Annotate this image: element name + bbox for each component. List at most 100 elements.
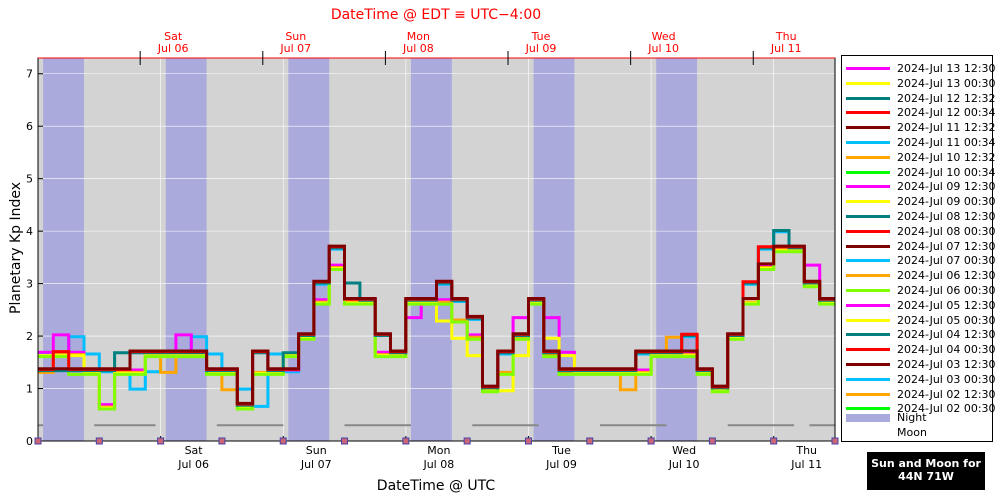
bottom-marker (524, 437, 532, 445)
legend-label: 2024-Jul 13 00:30 (897, 76, 996, 90)
legend-label: 2024-Jul 12 12:32 (897, 91, 996, 105)
bottom-marker (34, 437, 42, 445)
legend-label: Moon (897, 425, 927, 439)
night-band (165, 58, 207, 441)
bottom-marker (647, 437, 655, 445)
legend-label: 2024-Jul 09 12:30 (897, 180, 996, 194)
top-tick-label-date: Jul 11 (770, 42, 802, 55)
chart-title: DateTime @ EDT ≡ UTC−4:00 (331, 7, 541, 23)
legend-swatch (846, 303, 890, 307)
legend-swatch (846, 274, 890, 278)
legend-label: 2024-Jul 08 00:30 (897, 224, 996, 238)
legend-label: Night (897, 411, 927, 424)
location-badge-line1: Sun and Moon for (871, 457, 981, 470)
y-tick-label: 2 (26, 330, 33, 343)
legend-label: 2024-Jul 13 12:30 (897, 62, 996, 75)
bottom-marker (279, 437, 287, 445)
top-tick-label-day: Thu (775, 30, 797, 43)
night-band (410, 58, 452, 441)
bottom-marker (770, 437, 778, 445)
y-axis-label: Planetary Kp Index (8, 182, 24, 314)
y-tick-label: 7 (26, 68, 33, 81)
bottom-marker (341, 437, 349, 445)
legend-swatch (846, 126, 890, 130)
legend-swatch (846, 392, 890, 396)
legend-swatch (846, 229, 890, 233)
night-band (656, 58, 698, 441)
legend-swatch (846, 155, 890, 159)
y-tick-label: 3 (26, 278, 33, 291)
legend-swatch (846, 185, 890, 189)
legend-label: 2024-Jul 04 00:30 (897, 343, 996, 357)
legend-swatch (846, 96, 890, 100)
legend: 2024-Jul 13 12:30 2024-Jul 13 00:30 2024-J… (841, 55, 996, 442)
top-tick-label-date: Jul 10 (647, 42, 679, 55)
x-tick-label-date: Jul 08 (422, 458, 454, 471)
night-band (288, 58, 330, 441)
bottom-marker (157, 437, 165, 445)
legend-swatch (846, 141, 890, 144)
top-tick-label-day: Wed (652, 30, 676, 43)
top-tick-label-day: Sat (164, 30, 183, 43)
legend-label: 2024-Jul 06 00:30 (897, 284, 996, 297)
x-tick-label-day: Thu (795, 444, 817, 457)
y-tick-label: 0 (26, 435, 33, 448)
legend-label: 2024-Jul 03 00:30 (897, 372, 996, 386)
kp-series-line (38, 250, 835, 411)
bottom-marker (95, 437, 103, 445)
bottom-marker (402, 437, 410, 445)
legend-label: 2024-Jul 02 00:30 (897, 402, 996, 416)
legend-swatch (846, 200, 890, 204)
x-tick-label-date: Jul 11 (790, 458, 822, 471)
legend-swatch (846, 428, 890, 437)
x-tick-label-day: Wed (672, 444, 696, 457)
legend-label: 2024-Jul 06 12:30 (897, 269, 996, 283)
legend-label: 2024-Jul 05 12:30 (897, 298, 996, 312)
legend-label: 2024-Jul 11 12:32 (897, 121, 996, 135)
legend-label: 2024-Jul 07 00:30 (897, 254, 996, 268)
bottom-marker (463, 437, 471, 445)
bottom-marker (586, 437, 594, 445)
legend-swatch (846, 259, 890, 263)
legend-swatch (846, 377, 890, 381)
top-tick-label-day: Sun (285, 30, 306, 43)
legend-label: 2024-Jul 10 12:32 (897, 150, 996, 164)
legend-swatch (846, 67, 890, 70)
legend-swatch (846, 363, 890, 366)
legend-label: 2024-Jul 09 00:30 (897, 195, 996, 209)
legend-label: 2024-Jul 11 00:34 (897, 136, 996, 149)
legend-label: 2024-Jul 08 12:30 (897, 210, 996, 223)
legend-label: 2024-Jul 10 00:34 (897, 165, 996, 179)
location-badge-line2: 44N 71W (898, 470, 954, 483)
x-tick-label-date: Jul 07 (300, 458, 332, 471)
legend-swatch (846, 215, 890, 218)
legend-swatch (846, 289, 890, 292)
legend-label: 2024-Jul 03 12:30 (897, 358, 996, 371)
night-band (533, 58, 575, 441)
top-tick-label-date: Jul 06 (157, 42, 189, 55)
top-tick-label-day: Tue (531, 30, 551, 43)
x-tick-label-day: Mon (427, 444, 450, 457)
x-tick-label-day: Tue (551, 444, 571, 457)
night-band (43, 58, 84, 441)
bottom-marker (708, 437, 716, 445)
legend-swatch (846, 333, 890, 337)
location-badge: Sun and Moon for 44N 71W (867, 452, 985, 490)
legend-label: 2024-Jul 05 00:30 (897, 313, 996, 327)
legend-swatch (846, 318, 890, 322)
x-tick-label-date: Jul 06 (177, 458, 209, 471)
legend-swatch (846, 81, 890, 85)
legend-label: 2024-Jul 07 12:30 (897, 239, 996, 253)
legend-label: 2024-Jul 02 12:30 (897, 387, 996, 401)
legend-label: 2024-Jul 12 00:34 (897, 106, 996, 120)
x-axis-label: DateTime @ UTC (377, 478, 496, 494)
kp-series-line (38, 244, 835, 405)
legend-swatch (846, 407, 890, 411)
legend-swatch (846, 244, 890, 248)
y-tick-label: 4 (26, 225, 33, 238)
top-tick-label-date: Jul 09 (525, 42, 557, 55)
bottom-marker (218, 437, 226, 445)
legend-label: 2024-Jul 04 12:30 (897, 328, 996, 342)
